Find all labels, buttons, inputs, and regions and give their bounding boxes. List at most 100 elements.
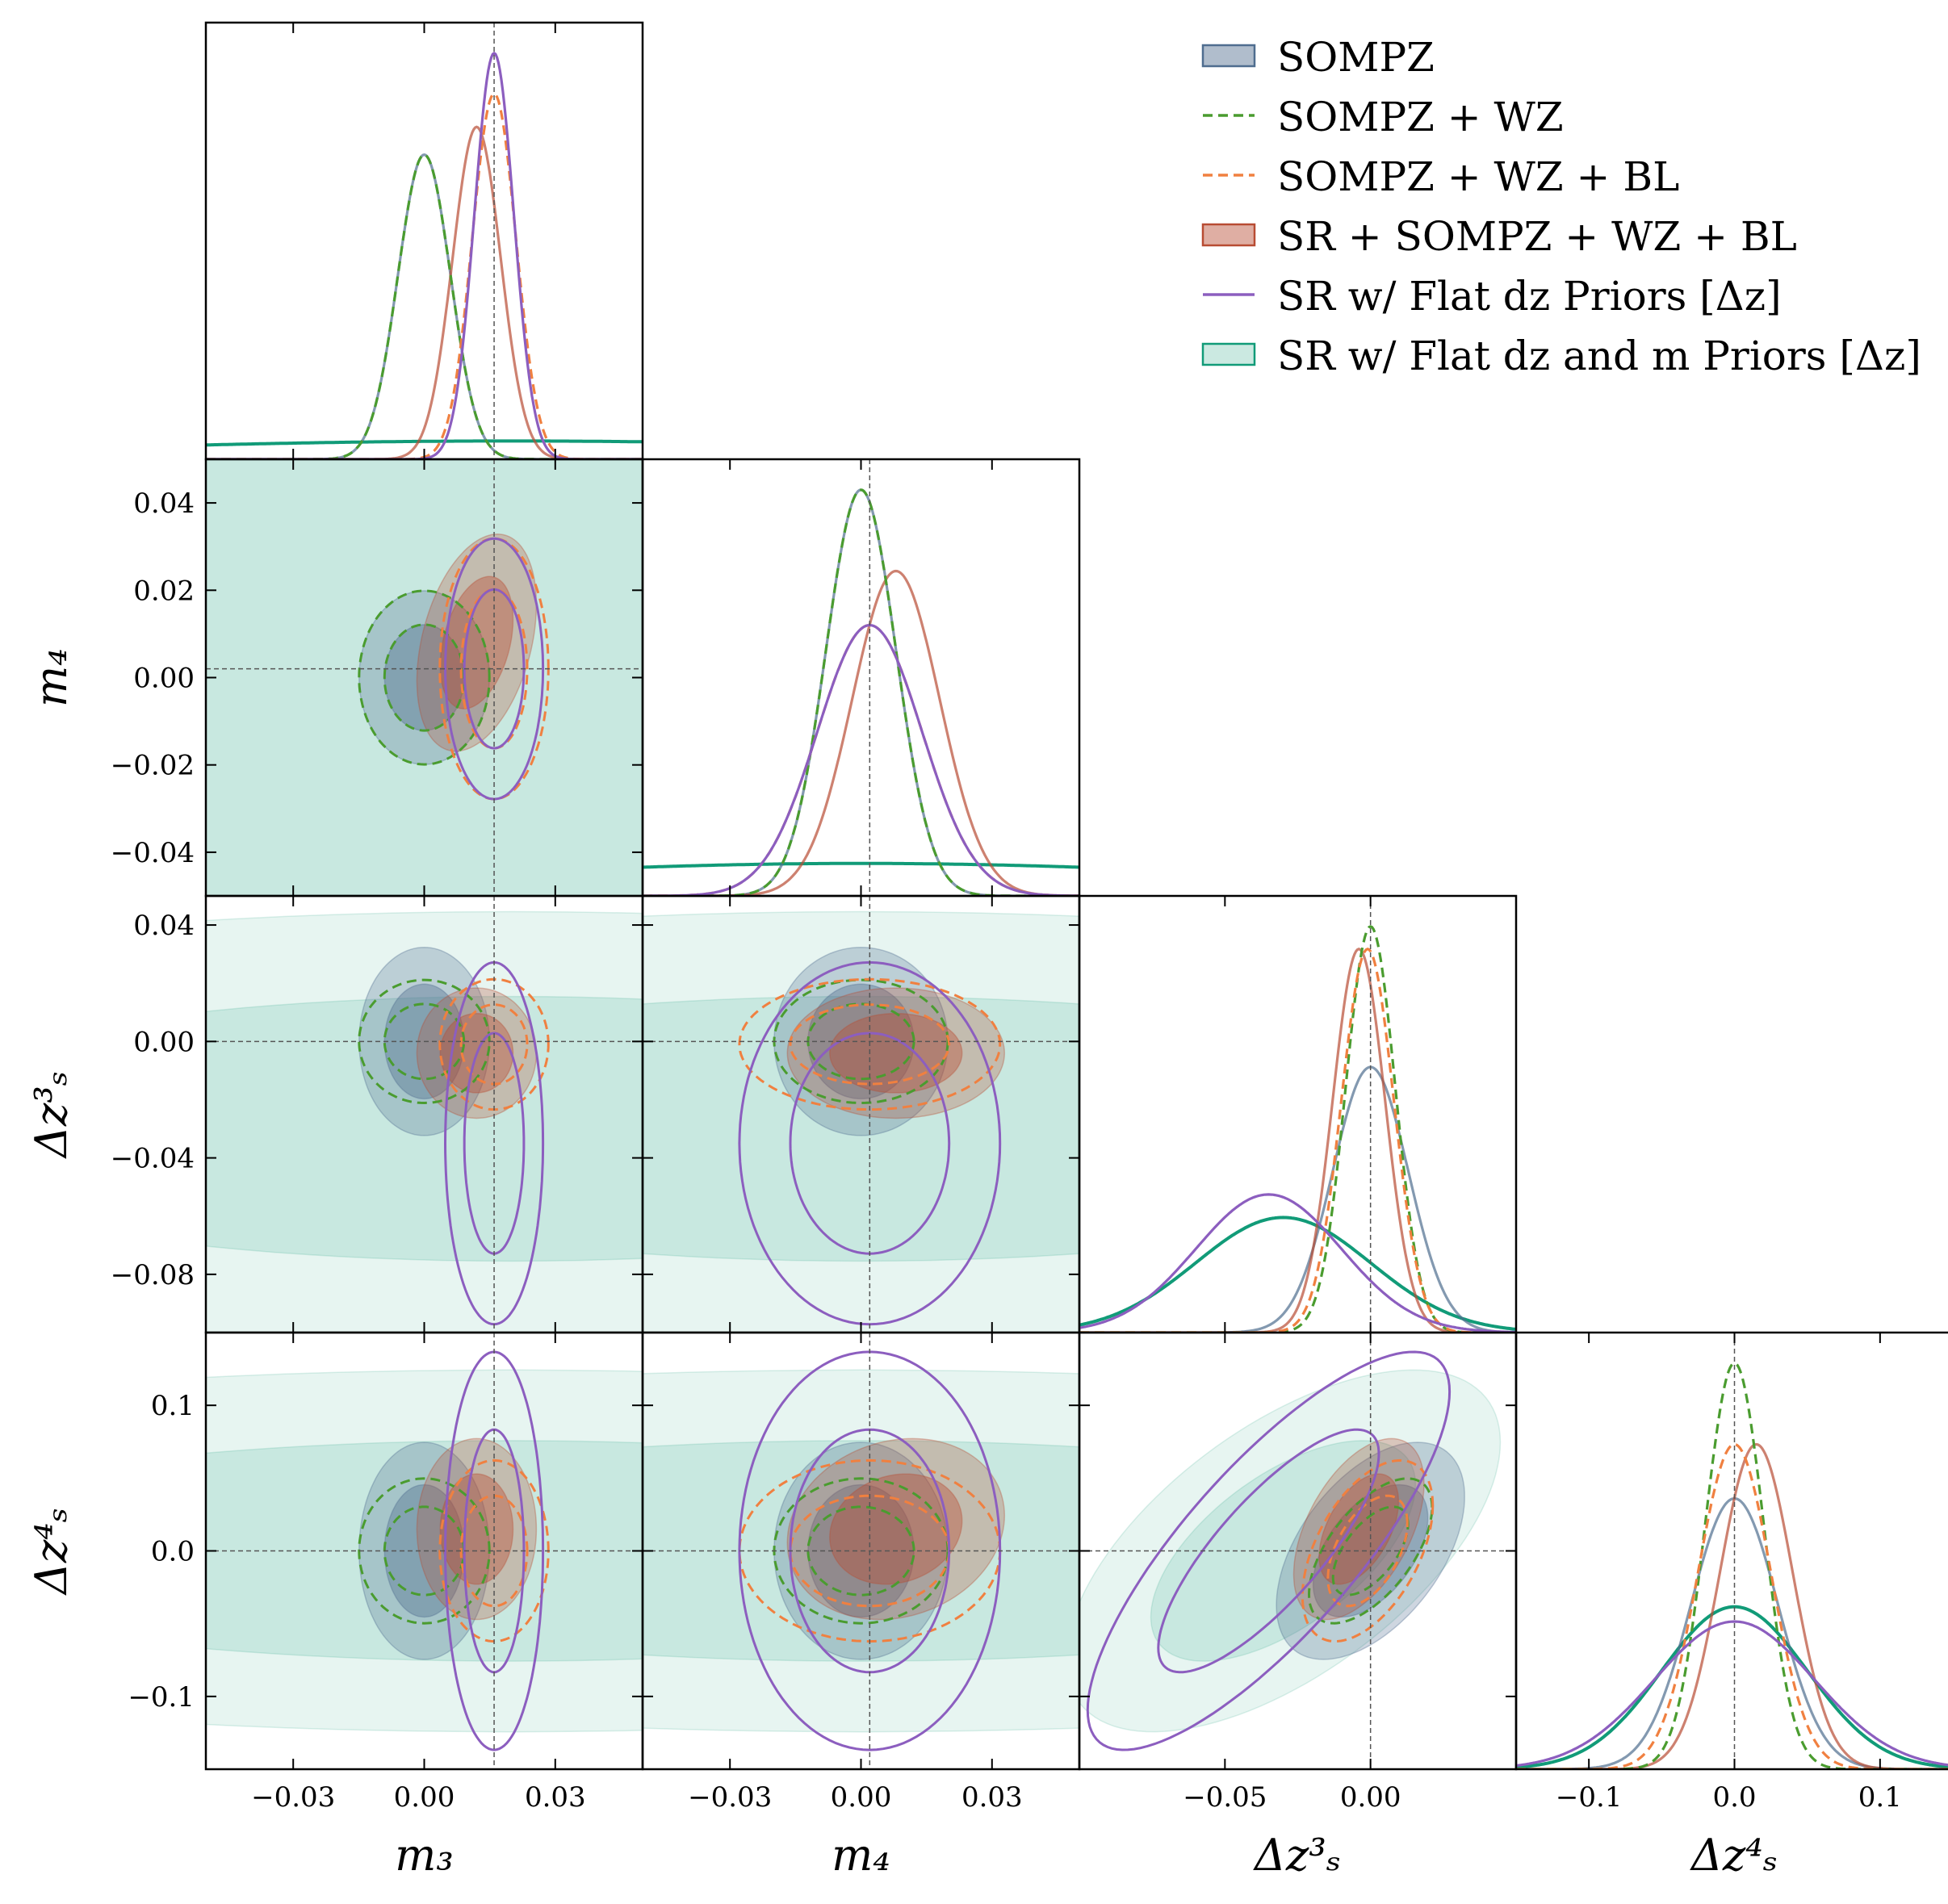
contour-m3-dz3-series-5-level-2 — [206, 995, 643, 1262]
contour-dz3-dz4-series-3-level-1 — [1292, 1437, 1425, 1621]
marginal-m3-series-1 — [206, 153, 643, 459]
contour-m3-dz3-series-4-level-1 — [443, 960, 545, 1326]
marginal-m3-series-3 — [206, 125, 643, 459]
legend-item-1: SOMPZ + WZ — [1203, 94, 1564, 140]
panel-content — [1516, 1333, 1948, 1769]
y-tick-label: −0.04 — [111, 837, 195, 869]
x-tick-label: 0.00 — [1340, 1781, 1401, 1814]
y-tick-label: −0.08 — [111, 1259, 195, 1291]
panel-content — [206, 1333, 643, 1769]
legend-swatch — [1201, 342, 1256, 366]
contour-m3-dz3-series-1-level-2 — [383, 1002, 466, 1081]
contour-m3-m4-series-1-level-2 — [383, 623, 466, 732]
contour-m4-dz3-series-2-level-2 — [789, 1003, 951, 1086]
marginal-m4-series-2 — [643, 623, 1079, 896]
contour-dz3-dz4-series-1-level-1 — [1307, 1477, 1434, 1625]
legend-swatch — [1201, 44, 1256, 68]
contour-m3-dz3-series-1-level-1 — [358, 978, 491, 1105]
contour-m3-dz4-series-1-level-1 — [358, 1477, 491, 1625]
x-tick-label: −0.03 — [688, 1781, 772, 1814]
panel-content — [206, 896, 643, 1333]
x-tick-label: 0.00 — [394, 1781, 455, 1814]
marginal-dz4-series-4 — [1516, 1620, 1948, 1768]
contour-dz3-dz4-series-2-level-1 — [1301, 1458, 1435, 1643]
marginal-dz4-series-5 — [1516, 1605, 1948, 1769]
marginal-m3-series-5 — [206, 439, 643, 447]
x-tick-label: 0.0 — [1712, 1781, 1756, 1814]
legend-label: SOMPZ + WZ + BL — [1277, 153, 1679, 200]
legend-item-2: SOMPZ + WZ + BL — [1203, 153, 1679, 200]
legend-item-0: SOMPZ — [1201, 34, 1435, 81]
marginal-dz3-series-1 — [1079, 925, 1516, 1333]
contour-m3-dz4-series-2-level-2 — [459, 1494, 529, 1608]
contour-m4-dz3-series-2-level-1 — [738, 977, 1002, 1111]
legend-swatch — [1201, 223, 1256, 247]
marginal-m4-series-1 — [643, 488, 1079, 896]
contour-dz3-dz4-series-1-level-2 — [1331, 1505, 1410, 1596]
panel-dz3-dz3 — [1078, 894, 1518, 1334]
marginal-m3-series-2 — [206, 92, 643, 459]
contour-dz3-dz4-series-3-level-2 — [1318, 1473, 1400, 1585]
panel-dz4-dz4: −0.1 0.0 0.1 — [1514, 1331, 1948, 1814]
marginal-dz3-series-5 — [1079, 1216, 1516, 1331]
y-axis-label-dz3: Δz³ₛ — [26, 1071, 77, 1159]
legend-label: SR + SOMPZ + WZ + BL — [1277, 213, 1797, 260]
panel-content — [643, 896, 1079, 1333]
marginal-dz3-series-0 — [1079, 1065, 1516, 1333]
panel-dz4-m3: −0.03 0.00 0.03 −0.1 0.0 0.1 — [128, 1331, 644, 1814]
legend-item-5: SR w/ Flat dz and m Priors [Δz] — [1201, 333, 1921, 379]
x-tick-label: −0.1 — [1556, 1781, 1623, 1814]
y-axis-label-m4: m₄ — [26, 648, 77, 707]
contour-dz3-dz4-series-4-level-2 — [1157, 1428, 1380, 1674]
contour-m4-dz4-series-3-level-2 — [829, 1473, 963, 1585]
panel-content — [206, 23, 643, 459]
legend-label: SR w/ Flat dz and m Priors [Δz] — [1277, 333, 1921, 379]
x-tick-label: 0.03 — [961, 1781, 1023, 1814]
y-tick-label: −0.1 — [128, 1681, 195, 1714]
contour-m3-dz4-series-2-level-1 — [438, 1458, 550, 1643]
panel-dz4-m4: −0.03 0.00 0.03 — [641, 1331, 1081, 1814]
y-axis-label-dz4: Δz⁴ₛ — [26, 1508, 77, 1596]
contour-m4-dz4-series-1-level-2 — [806, 1505, 915, 1596]
marginal-m4-series-3 — [643, 569, 1079, 896]
y-tick-label: 0.04 — [133, 488, 195, 520]
contour-m3-dz4-series-4-level-1 — [443, 1350, 545, 1751]
x-tick-label: −0.05 — [1183, 1781, 1267, 1814]
panel-content — [643, 459, 1079, 896]
panel-content — [1079, 896, 1516, 1333]
contour-m4-dz3-series-3-level-1 — [786, 987, 1006, 1119]
x-axis-label-m3: m₃ — [395, 1830, 454, 1881]
marginal-m3-series-0 — [206, 153, 643, 459]
marginal-m4-series-5 — [643, 861, 1079, 869]
contour-m3-dz3-series-5-level-1 — [206, 910, 643, 1333]
y-tick-label: 0.00 — [133, 1026, 195, 1058]
panel-frame — [1514, 1331, 1948, 1771]
panel-m4-m4 — [641, 458, 1081, 898]
contour-m3-m4-series-1-level-1 — [358, 589, 491, 766]
y-tick-label: 0.00 — [133, 663, 195, 695]
marginal-dz4-series-0 — [1516, 1496, 1948, 1769]
marginal-dz3-series-3 — [1079, 948, 1516, 1333]
x-tick-label: 0.1 — [1858, 1781, 1902, 1814]
x-tick-label: −0.03 — [251, 1781, 335, 1814]
y-tick-label: 0.0 — [151, 1536, 195, 1568]
panel-dz3-m3: −0.08 −0.04 0.00 0.04 — [111, 894, 644, 1334]
legend-item-3: SR + SOMPZ + WZ + BL — [1201, 213, 1797, 260]
panel-m3-m3 — [204, 21, 644, 461]
y-tick-label: 0.1 — [151, 1390, 195, 1422]
x-tick-label: 0.00 — [831, 1781, 892, 1814]
contour-m4-dz4-series-2-level-2 — [789, 1494, 951, 1608]
marginal-m4-series-4 — [643, 623, 1079, 896]
contour-m4-dz3-series-5-level-2 — [643, 995, 1079, 1262]
x-tick-label: 0.03 — [525, 1781, 586, 1814]
x-axis-label-m4: m₄ — [832, 1830, 890, 1881]
panel-dz4-dz3: −0.05 0.00 — [1078, 1331, 1518, 1814]
panel-frame — [1078, 894, 1518, 1334]
contour-m4-dz3-series-4-level-1 — [738, 960, 1002, 1326]
contour-m3-m4-series-5-level-2 — [206, 459, 643, 896]
legend-item-4: SR w/ Flat dz Priors [Δz] — [1203, 273, 1782, 320]
marginal-m4-series-0 — [643, 488, 1079, 896]
contour-dz3-dz4-series-4-level-1 — [1086, 1350, 1452, 1751]
y-tick-label: −0.04 — [111, 1143, 195, 1175]
panel-content — [643, 1333, 1079, 1769]
